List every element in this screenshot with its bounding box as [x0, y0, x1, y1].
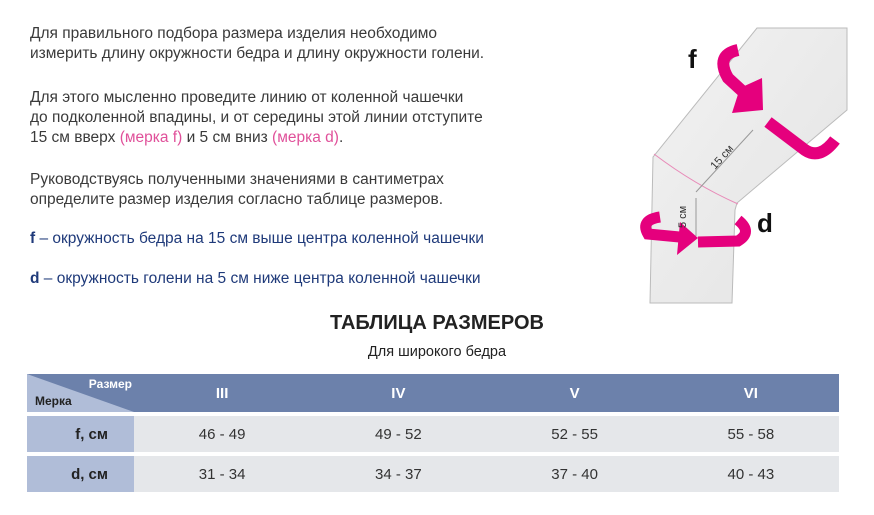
row-label: d, см — [27, 456, 134, 492]
measure-d-note: (мерка d) — [272, 129, 339, 146]
shin-arrowhead — [677, 222, 698, 255]
table-cell: 31 - 34 — [134, 456, 311, 492]
size-table: Размер Мерка III IV V VI f, см 46 - 49 4… — [27, 370, 839, 496]
table-cell: 46 - 49 — [134, 416, 311, 452]
label-f: f — [688, 44, 697, 74]
intro-paragraph-2: Для этого мысленно проведите линию от ко… — [30, 88, 483, 148]
size-header: VI — [662, 374, 839, 412]
text: . — [338, 129, 344, 146]
row-label: f, см — [27, 416, 134, 452]
label-5cm: 5 см — [677, 206, 689, 228]
text-line: Для правильного подбора размера изделия … — [30, 25, 438, 42]
table-cell: 49 - 52 — [310, 416, 487, 452]
definition-text: – окружность бедра на 15 см выше центра … — [35, 230, 484, 247]
table-row: d, см 31 - 34 34 - 37 37 - 40 40 - 43 — [27, 456, 839, 492]
intro-paragraph-3: Руководствуясь полученными значениями в … — [30, 170, 444, 210]
measure-f-note: (мерка f) — [119, 129, 183, 146]
intro-paragraph-1: Для правильного подбора размера изделия … — [30, 24, 484, 64]
definition-d: d – окружность голени на 5 см ниже центр… — [30, 270, 481, 288]
definition-f: f – окружность бедра на 15 см выше центр… — [30, 230, 484, 248]
distance-15cm-line — [695, 129, 754, 193]
text-line: Для этого мысленно проведите линию от ко… — [30, 89, 464, 106]
table-cell: 34 - 37 — [310, 456, 487, 492]
text-line: измерить длину окружности бедра и длину … — [30, 45, 485, 62]
text: и 5 см вниз — [182, 129, 273, 146]
table-cell: 52 - 55 — [486, 416, 663, 452]
corner-cell: Размер Мерка — [27, 374, 134, 412]
leg-illustration — [649, 27, 848, 304]
table-title: ТАБЛИЦА РАЗМЕРОВ — [330, 312, 544, 334]
definition-text: – окружность голени на 5 см ниже центра … — [39, 270, 481, 287]
table-cell: 40 - 43 — [662, 456, 839, 492]
table-cell: 55 - 58 — [662, 416, 839, 452]
label-d: d — [757, 208, 773, 238]
table-subtitle: Для широкого бедра — [367, 344, 507, 360]
thigh-arrowhead — [732, 78, 763, 113]
corner-measure-label: Мерка — [35, 394, 72, 408]
thigh-arrow-icon — [717, 44, 840, 160]
size-header: IV — [310, 374, 487, 412]
definition-key: f — [30, 230, 36, 247]
size-header: V — [486, 374, 663, 412]
knee-line — [653, 153, 739, 205]
knee-measurement-diagram: 15 см 5 см f d — [640, 27, 848, 304]
text-line: до подколенной впадины, и от середины эт… — [30, 109, 483, 126]
definition-key: d — [30, 270, 40, 287]
table-header-row: Размер Мерка III IV V VI — [27, 374, 839, 412]
text: 15 см вверх — [30, 129, 120, 146]
table-row: f, см 46 - 49 49 - 52 52 - 55 55 - 58 — [27, 416, 839, 452]
table-cell: 37 - 40 — [486, 456, 663, 492]
corner-size-label: Размер — [88, 377, 132, 391]
text-line: определите размер изделия согласно табли… — [30, 191, 444, 208]
shin-arrow-icon — [640, 211, 751, 248]
size-header: III — [134, 374, 311, 412]
text-line: Руководствуясь полученными значениями в … — [30, 171, 444, 188]
